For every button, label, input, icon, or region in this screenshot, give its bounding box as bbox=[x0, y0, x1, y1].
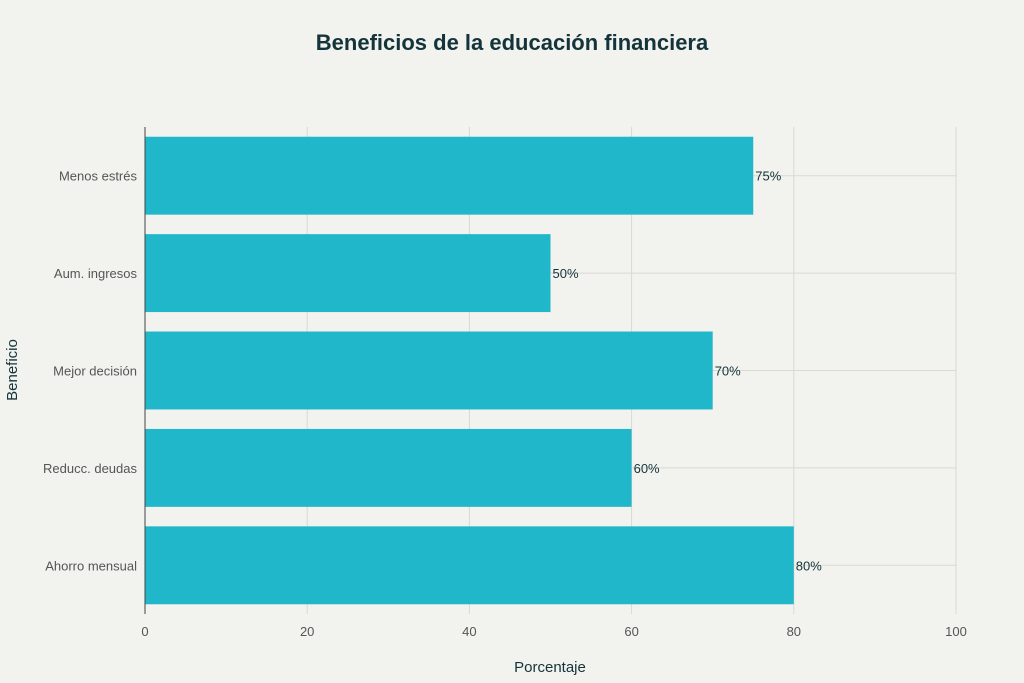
y-tick-label: Aum. ingresos bbox=[54, 266, 138, 281]
y-tick-label: Mejor decisión bbox=[53, 364, 137, 379]
x-tick-label: 20 bbox=[300, 624, 314, 639]
y-tick-labels: Menos estrés Aum. ingresos Mejor decisión R… bbox=[43, 169, 137, 574]
data-label: 80% bbox=[796, 558, 822, 573]
bar bbox=[145, 136, 754, 215]
x-tick-label: 0 bbox=[141, 624, 148, 639]
bar bbox=[145, 526, 794, 605]
x-axis-title: Porcentaje bbox=[514, 659, 586, 676]
data-label: 75% bbox=[755, 169, 781, 184]
bars bbox=[145, 136, 794, 605]
x-tick-label: 40 bbox=[462, 624, 476, 639]
y-tick-label: Reducc. deudas bbox=[43, 461, 137, 476]
chart-title: Beneficios de la educación financiera bbox=[316, 30, 709, 55]
y-tick-label: Menos estrés bbox=[59, 169, 138, 184]
bar bbox=[145, 234, 551, 313]
data-labels: 75% 50% 70% 60% 80% bbox=[553, 169, 823, 574]
x-tick-labels: 0 20 40 60 80 100 bbox=[141, 624, 966, 639]
bar bbox=[145, 331, 713, 410]
y-axis-title: Beneficio bbox=[4, 339, 21, 401]
data-label: 50% bbox=[553, 266, 579, 281]
data-label: 60% bbox=[634, 461, 660, 476]
y-tick-label: Ahorro mensual bbox=[45, 558, 137, 573]
x-tick-label: 60 bbox=[624, 624, 638, 639]
bar bbox=[145, 428, 632, 507]
data-label: 70% bbox=[715, 364, 741, 379]
x-tick-label: 80 bbox=[787, 624, 801, 639]
x-tick-label: 100 bbox=[945, 624, 967, 639]
